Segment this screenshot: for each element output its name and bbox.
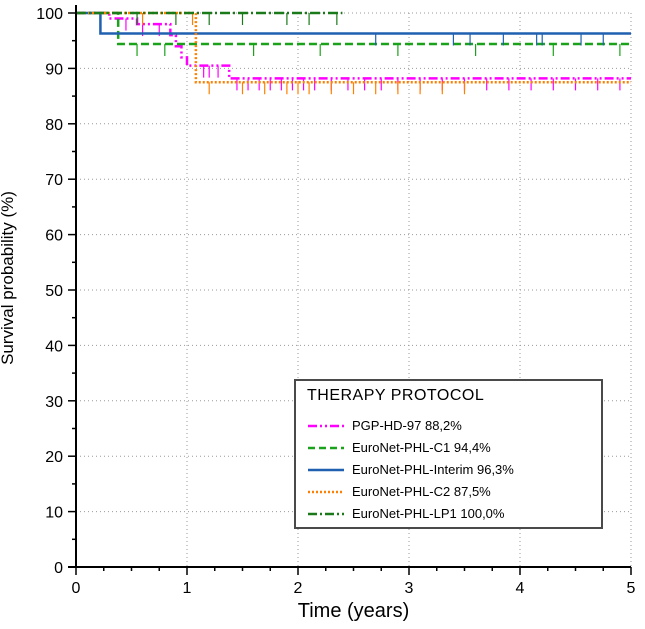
legend-label: PGP-HD-97 88,2% <box>352 418 462 433</box>
y-tick-label: 100 <box>36 6 63 23</box>
legend-swatch <box>308 424 344 428</box>
x-tick-label: 3 <box>405 580 414 597</box>
y-tick-label: 70 <box>45 172 63 189</box>
x-tick-label: 2 <box>294 580 303 597</box>
series-3 <box>76 11 631 95</box>
legend-label: EuroNet-PHL-Interim 96,3% <box>352 462 514 477</box>
legend-label: EuroNet-PHL-C2 87,5% <box>352 484 491 499</box>
y-axis-label: Survival probability (%) <box>0 191 17 365</box>
tick-labels: 0 10 20 30 40 50 60 70 80 90 100 0 1 2 3 4 5 <box>36 6 635 597</box>
series-4 <box>76 11 343 25</box>
x-axis-label: Time (years) <box>297 600 410 622</box>
legend-label: EuroNet-PHL-LP1 100,0% <box>352 506 505 521</box>
y-tick-label: 80 <box>45 117 63 134</box>
y-tick-label: 0 <box>54 560 63 577</box>
axes <box>68 5 632 575</box>
y-tick-label: 10 <box>45 505 63 522</box>
legend-label: EuroNet-PHL-C1 94,4% <box>352 440 491 455</box>
legend-swatch <box>308 468 344 472</box>
series-1 <box>76 11 631 57</box>
x-tick-label: 4 <box>516 580 525 597</box>
legend-swatch <box>308 490 344 494</box>
legend: THERAPY PROTOCOL PGP-HD-97 88,2% EuroNet… <box>294 379 603 529</box>
y-tick-label: 50 <box>45 283 63 300</box>
legend-title: THERAPY PROTOCOL <box>307 387 485 404</box>
y-tick-label: 40 <box>45 338 63 355</box>
series-0 <box>76 11 631 91</box>
survival-curve <box>76 11 631 80</box>
x-tick-label: 5 <box>627 580 636 597</box>
legend-swatch <box>308 446 344 450</box>
y-tick-label: 30 <box>45 394 63 411</box>
legend-swatch <box>308 512 344 516</box>
x-tick-label: 0 <box>72 580 81 597</box>
y-tick-label: 20 <box>45 449 63 466</box>
y-tick-label: 60 <box>45 228 63 245</box>
y-tick-label: 90 <box>45 61 63 78</box>
survival-curves <box>76 11 631 95</box>
x-tick-label: 1 <box>183 580 192 597</box>
survival-curve <box>76 11 631 46</box>
